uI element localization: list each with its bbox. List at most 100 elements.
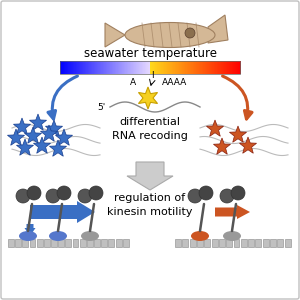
Bar: [97, 61, 98, 74]
Bar: [145, 61, 146, 74]
Bar: [92, 61, 93, 74]
Bar: [189, 61, 190, 74]
Bar: [238, 61, 239, 74]
Bar: [197, 239, 203, 247]
Bar: [174, 61, 175, 74]
Bar: [151, 61, 152, 74]
Bar: [190, 239, 196, 247]
Bar: [184, 61, 185, 74]
Bar: [140, 61, 142, 74]
Bar: [117, 61, 118, 74]
Bar: [196, 61, 197, 74]
Bar: [201, 61, 202, 74]
Bar: [150, 61, 151, 74]
Polygon shape: [105, 23, 125, 47]
Bar: [29, 239, 35, 247]
Bar: [116, 239, 122, 247]
Bar: [182, 239, 188, 247]
Bar: [127, 61, 128, 74]
Bar: [68, 61, 70, 74]
Bar: [60, 61, 240, 74]
Bar: [207, 61, 208, 74]
Bar: [149, 61, 151, 74]
Bar: [215, 61, 217, 74]
FancyArrow shape: [30, 201, 95, 223]
Bar: [188, 61, 190, 74]
Bar: [136, 61, 137, 74]
Bar: [139, 61, 140, 74]
Bar: [179, 61, 181, 74]
Bar: [205, 61, 206, 74]
Bar: [214, 61, 215, 74]
Bar: [130, 61, 131, 74]
Bar: [218, 61, 220, 74]
Bar: [193, 61, 194, 74]
Bar: [68, 61, 69, 74]
Bar: [51, 239, 57, 247]
Ellipse shape: [19, 231, 37, 241]
Bar: [171, 61, 172, 74]
Circle shape: [46, 189, 60, 203]
Text: 5': 5': [98, 103, 106, 112]
Bar: [202, 61, 203, 74]
Bar: [199, 61, 200, 74]
Bar: [203, 61, 205, 74]
Bar: [83, 61, 85, 74]
Bar: [168, 61, 169, 74]
Bar: [71, 61, 73, 74]
FancyArrow shape: [127, 162, 173, 190]
Bar: [76, 61, 77, 74]
Bar: [124, 61, 125, 74]
Bar: [188, 61, 189, 74]
Bar: [79, 61, 80, 74]
Ellipse shape: [223, 231, 241, 241]
Bar: [96, 61, 97, 74]
Bar: [192, 61, 193, 74]
Bar: [166, 61, 167, 74]
Bar: [106, 61, 107, 74]
Bar: [161, 61, 162, 74]
Bar: [94, 61, 95, 74]
Bar: [113, 61, 114, 74]
Bar: [131, 61, 133, 74]
Text: regulation of
kinesin motility: regulation of kinesin motility: [107, 193, 193, 217]
Bar: [143, 61, 145, 74]
Bar: [221, 61, 222, 74]
Bar: [82, 61, 83, 74]
Bar: [155, 61, 157, 74]
Bar: [193, 61, 194, 74]
Bar: [241, 239, 247, 247]
Bar: [61, 61, 62, 74]
Bar: [223, 61, 224, 74]
Bar: [200, 61, 202, 74]
Bar: [223, 61, 224, 74]
Bar: [137, 61, 138, 74]
Bar: [65, 61, 67, 74]
Bar: [84, 61, 85, 74]
Bar: [152, 61, 154, 74]
Bar: [118, 61, 119, 74]
Bar: [204, 61, 205, 74]
Bar: [110, 61, 111, 74]
Bar: [116, 61, 117, 74]
Bar: [230, 61, 232, 74]
Bar: [90, 61, 91, 74]
Bar: [208, 61, 209, 74]
Circle shape: [57, 186, 71, 200]
Bar: [113, 61, 115, 74]
Bar: [235, 61, 236, 74]
Bar: [128, 61, 129, 74]
Bar: [181, 61, 182, 74]
Bar: [109, 61, 110, 74]
Bar: [81, 61, 82, 74]
Bar: [123, 61, 124, 74]
Bar: [175, 61, 176, 74]
Bar: [146, 61, 147, 74]
Bar: [131, 61, 132, 74]
Bar: [118, 61, 119, 74]
Bar: [109, 239, 114, 247]
Bar: [133, 61, 134, 74]
Bar: [70, 61, 71, 74]
Bar: [101, 239, 107, 247]
Bar: [182, 61, 184, 74]
